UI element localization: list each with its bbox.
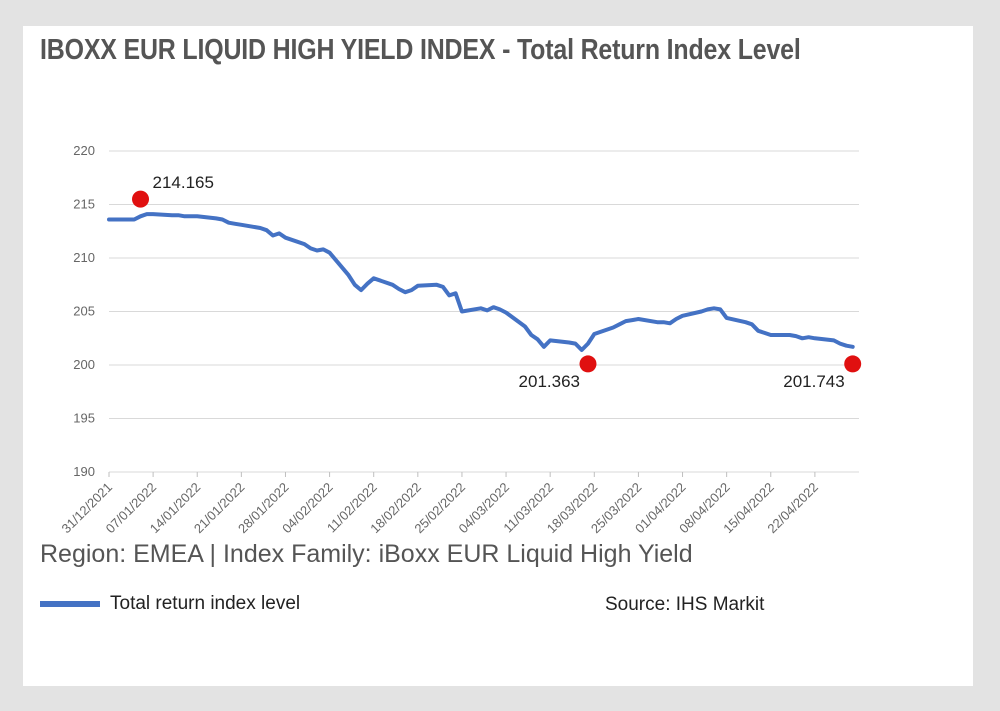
y-tick-label: 210 bbox=[73, 250, 95, 265]
legend-label: Total return index level bbox=[110, 593, 301, 614]
y-tick-label: 205 bbox=[73, 304, 95, 319]
y-tick-label: 190 bbox=[73, 464, 95, 479]
annotation-label: 214.165 bbox=[153, 173, 214, 192]
y-tick-label: 200 bbox=[73, 357, 95, 372]
annotation-label: 201.363 bbox=[519, 372, 580, 391]
legend-swatch bbox=[40, 601, 100, 607]
annotation-marker bbox=[132, 190, 150, 208]
y-tick-label: 220 bbox=[73, 143, 95, 158]
y-tick-label: 215 bbox=[73, 197, 95, 212]
annotation-marker bbox=[844, 355, 862, 373]
y-tick-label: 195 bbox=[73, 411, 95, 426]
series-line bbox=[107, 212, 855, 352]
annotation-marker bbox=[579, 355, 597, 373]
annotation-label: 201.743 bbox=[783, 372, 844, 391]
chart-card bbox=[23, 26, 973, 686]
source-label: Source: IHS Markit bbox=[605, 594, 765, 615]
legend: Total return index level bbox=[40, 592, 300, 616]
chart-title: IBOXX EUR LIQUID HIGH YIELD INDEX - Tota… bbox=[40, 34, 801, 66]
region-subtitle: Region: EMEA | Index Family: iBoxx EUR L… bbox=[40, 540, 693, 568]
